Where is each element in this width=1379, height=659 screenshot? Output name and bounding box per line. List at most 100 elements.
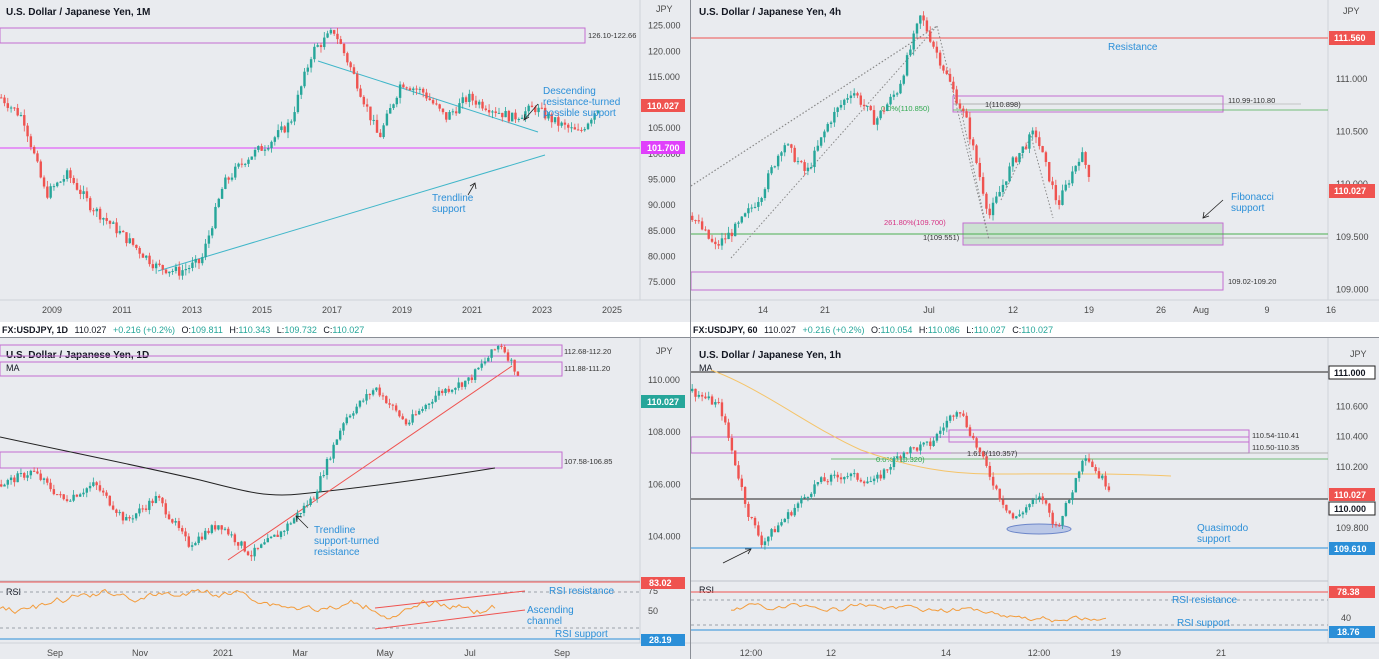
candle-body [135, 244, 138, 248]
candle-body [806, 167, 810, 171]
candle-body [121, 512, 125, 521]
level-tag-bg [1328, 501, 1376, 516]
candle-body [293, 112, 296, 122]
zone-label: 109.02-109.20 [1228, 277, 1276, 286]
candle-body [813, 150, 816, 168]
candle-body [480, 363, 483, 368]
candle-body [448, 111, 451, 120]
candle-body [747, 503, 750, 517]
candle-body [958, 412, 962, 414]
candle-body [550, 114, 553, 123]
candle-body [158, 263, 161, 266]
resistance-tag-bg [1329, 31, 1375, 45]
annotation-arrow [523, 103, 539, 121]
candle-body [972, 435, 975, 439]
candle-body [92, 482, 95, 486]
candle-body [437, 390, 441, 396]
chart-panel-monthly[interactable]: U.S. Dollar / Japanese Yen, 1M JPY 126.1… [0, 0, 690, 322]
candle-body [352, 67, 356, 74]
time-tick-label: 12 [1008, 305, 1018, 315]
candle-body [286, 523, 289, 531]
support-tag: 109.610 [1334, 544, 1367, 554]
candle-body [220, 525, 223, 530]
candle-body [174, 521, 177, 523]
candle-body [402, 84, 405, 88]
candle-body [737, 222, 740, 224]
candle-body [710, 238, 714, 242]
quasimodo-highlight [1006, 523, 1072, 535]
candle-body [438, 104, 441, 109]
candle-body [823, 477, 826, 482]
candle-body [500, 345, 503, 347]
candle-body [269, 536, 273, 539]
candle-body [1008, 510, 1011, 514]
open: 110.054 [881, 325, 913, 335]
candle-body [280, 126, 283, 131]
candle-body [978, 162, 982, 178]
time-tick-label: Jul [464, 648, 476, 658]
symbol: FX:USDJPY, 60 [693, 325, 758, 335]
candle-body [292, 518, 296, 524]
candle-body [724, 416, 727, 423]
candle-body [586, 123, 590, 130]
candle-body [223, 528, 227, 530]
candle-body [803, 497, 806, 499]
candle-body [714, 241, 717, 245]
candle-body [32, 470, 36, 472]
candle-body [697, 394, 701, 397]
candle-body [213, 525, 217, 530]
candle-body [125, 232, 128, 244]
candle-body [899, 456, 902, 458]
candle-body [1028, 134, 1031, 149]
price-tick-label: 95.000 [648, 174, 676, 184]
candle-body [56, 182, 59, 187]
candle-body [260, 544, 263, 548]
candle-body [783, 518, 786, 523]
chart-panel-daily[interactable]: U.S. Dollar / Japanese Yen, 1D JPY MA 11… [0, 338, 690, 659]
chart-background [0, 338, 690, 659]
candle-body [270, 141, 273, 149]
candle-body [510, 112, 514, 122]
candle-body [714, 402, 717, 405]
change: +0.216 (+0.2%) [802, 325, 864, 335]
candle-body [780, 152, 783, 156]
candle-body [852, 93, 856, 96]
candle-body [365, 394, 368, 401]
candle-body [72, 177, 75, 183]
candle-body [464, 97, 468, 102]
candle-body [78, 494, 82, 497]
rsi-channel-upper [374, 590, 526, 609]
candle-body [767, 536, 770, 542]
annotation-rsi-resistance: RSI resistance [549, 586, 614, 597]
time-tick-label: 2021 [213, 648, 233, 658]
candle-body [128, 517, 131, 519]
support-zone [691, 271, 1224, 291]
zone-label: 107.58-106.85 [564, 457, 612, 466]
candle-body [184, 531, 187, 537]
candle-body [700, 394, 704, 397]
ma-label: MA [699, 363, 713, 373]
price-tick-label: 80.000 [648, 251, 676, 261]
candle-body [19, 473, 23, 475]
candle-body [6, 103, 9, 108]
time-ticks: Sep Nov 2021 Mar May Jul Sep [47, 648, 570, 658]
candle-body [39, 473, 42, 480]
candle-body [167, 514, 171, 520]
chart-panel-4h[interactable]: U.S. Dollar / Japanese Yen, 4h JPY Resis… [691, 0, 1379, 322]
chart-panel-hourly[interactable]: U.S. Dollar / Japanese Yen, 1h JPY MA 11… [691, 338, 1379, 659]
candle-body [52, 489, 56, 495]
candle-body [121, 230, 125, 233]
candle-body [283, 126, 286, 133]
candle-body [995, 485, 998, 489]
arrow-head [1202, 211, 1210, 219]
candle-body [995, 196, 998, 203]
candle-body [309, 498, 312, 506]
candle-body [757, 525, 760, 536]
candle-body [421, 88, 425, 93]
candle-body [810, 167, 813, 169]
candle-body [882, 469, 886, 479]
candle-body [998, 191, 1001, 197]
time-tick-label: 12:00 [1028, 648, 1051, 658]
candle-body [46, 478, 49, 483]
candle-body [49, 186, 52, 198]
